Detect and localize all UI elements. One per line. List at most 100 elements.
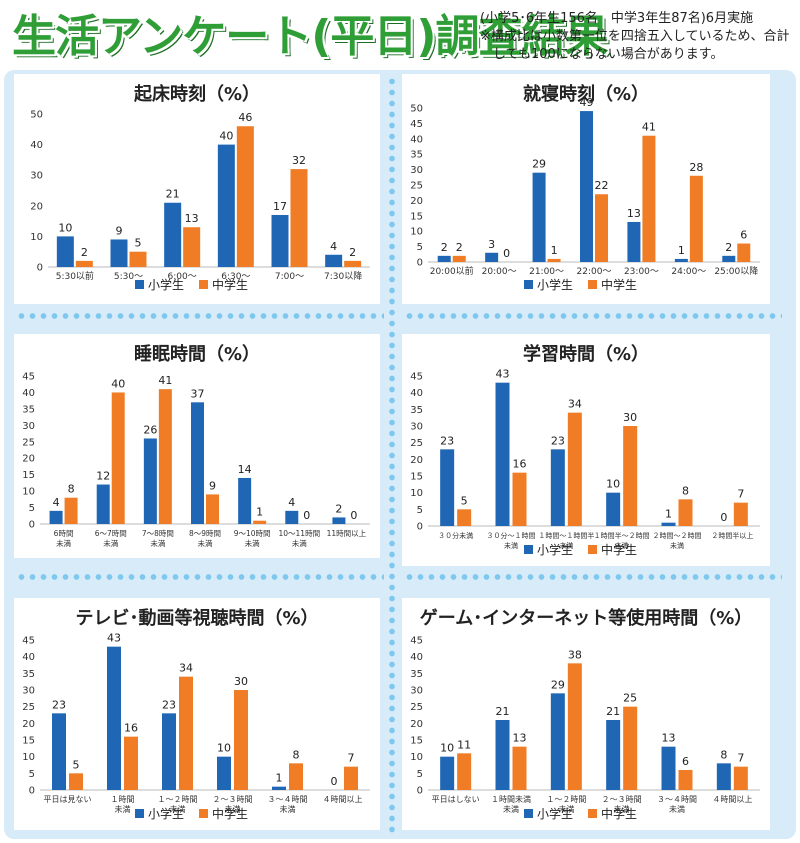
x-tick-label: ２時間半以上 [711,531,753,540]
data-label: 22 [595,179,609,192]
bar-junior [623,706,638,790]
x-tick-label: 未満 [103,538,118,548]
y-tick-label: 35 [410,150,423,161]
x-tick-label: 未満 [615,541,629,550]
legend-junior-label: 中学生 [601,542,637,557]
divider-dots [389,76,395,836]
bar-elementary [107,646,121,790]
data-label: 32 [292,154,306,167]
data-label: 23 [551,434,565,447]
data-label: 34 [568,398,582,411]
y-tick-label: 40 [410,652,423,663]
y-tick-label: 15 [22,470,35,481]
y-tick-label: 5 [417,242,423,253]
legend-elementary-label: 小学生 [148,806,184,821]
bar-elementary [437,255,451,262]
x-tick-label: ２時間〜２時間 [653,532,702,540]
y-tick-label: 20 [22,454,35,465]
bar-elementary [238,477,252,524]
data-label: 10 [58,221,72,234]
y-tick-label: 0 [417,258,423,269]
legend-elementary-label: 小学生 [537,806,573,821]
bar-junior [206,494,219,524]
data-label: 23 [440,434,454,447]
data-label: 9 [209,479,216,492]
y-tick-label: 40 [30,140,43,151]
bar-junior [733,766,748,790]
data-label: 0 [720,511,727,524]
bar-elementary [49,510,63,524]
data-label: 49 [580,96,594,109]
y-tick-label: 25 [22,702,35,713]
x-tick-label: 未満 [225,804,241,814]
legend-junior-label: 中学生 [212,277,248,292]
y-tick-label: 45 [22,372,35,383]
x-tick-label: 未満 [198,538,213,548]
data-label: 2 [349,246,356,259]
chart-panel-game-time: ゲーム･インターネット等使用時間（%） 0 5 10 15 20 25 30 35 40 45 10… [402,598,770,830]
x-tick-label: ３０分未満 [438,531,473,540]
x-tick-label: １時間未満 [491,794,531,804]
x-tick-label: 平日は見ない [44,795,92,804]
bar-junior [452,255,466,262]
divider-dots [404,313,782,319]
bar-junior [737,243,751,262]
x-tick-label: 8〜9時間 [189,529,221,538]
y-tick-label: 20 [410,719,423,730]
divider-dots [16,313,384,319]
y-tick-label: 20 [30,201,43,212]
x-tick-label: ２〜３時間 [602,795,642,804]
survey-note-line1: (小学5･6年生156名 中学3年生87名)6月実施 [480,11,754,26]
data-label: 9 [116,224,123,237]
y-tick-label: 35 [410,669,423,680]
legend-junior-label: 中学生 [601,277,637,292]
chart-panel-tv-time: テレビ･動画等視聴時間（%） 0 5 10 15 20 25 30 35 40 45 23 5 平日は見… [14,598,380,830]
y-tick-label: 15 [410,736,423,747]
bar-junior [567,412,582,526]
data-label: 12 [96,470,110,483]
bar-junior [69,773,83,790]
bar-elementary [217,756,231,790]
y-tick-label: 25 [410,702,423,713]
x-tick-label: 23:00〜 [624,267,659,277]
y-tick-label: 20 [410,455,423,466]
y-tick-label: 5 [417,505,423,516]
x-tick-label: ４時間以上 [323,795,363,804]
x-tick-label: 未満 [150,538,165,548]
bar-junior [678,770,693,790]
y-tick-label: 5 [29,769,35,780]
data-label: 1 [678,244,685,257]
data-label: 8 [720,748,727,761]
data-label: 17 [273,200,287,213]
y-tick-label: 5 [417,769,423,780]
bar-elementary [162,713,176,790]
x-tick-label: ３〜４時間 [268,795,308,804]
bar-elementary [143,438,157,524]
x-tick-label: 9〜10時間 [234,529,271,538]
data-label: 0 [503,247,510,260]
x-tick-label: １〜２時間 [158,795,198,804]
data-label: 6 [740,229,747,242]
bar-elementary [325,254,343,267]
bar-junior [457,509,472,526]
wake-time-chart: 010203040501025:30以前955:30〜21136:00〜4046… [30,110,370,292]
x-tick-label: ２〜３時間 [213,795,253,804]
bar-elementary [627,221,641,262]
y-tick-label: 15 [22,736,35,747]
chart-panel-bed-time: 就寝時刻（%） 0 5 10 15 20 25 30 35 40 45 50 2 2 20:00以前 3 0 2… [402,74,770,304]
y-tick-label: 15 [410,211,423,222]
x-tick-label: 未満 [245,538,260,548]
bar-elementary [661,746,676,790]
chart-title: 就寝時刻（%） [522,84,650,105]
x-tick-label: １時間 [111,795,135,804]
y-tick-label: 20 [410,196,423,207]
data-label: 28 [689,161,703,174]
y-tick-label: 10 [22,487,35,498]
x-tick-label: 未満 [504,541,518,550]
survey-note-line3: しても100にならない場合があります。 [480,47,724,62]
bar-elementary [164,202,182,267]
y-tick-label: 15 [410,472,423,483]
data-label: 2 [725,241,732,254]
bar-elementary [52,713,66,790]
data-label: 16 [513,458,527,471]
